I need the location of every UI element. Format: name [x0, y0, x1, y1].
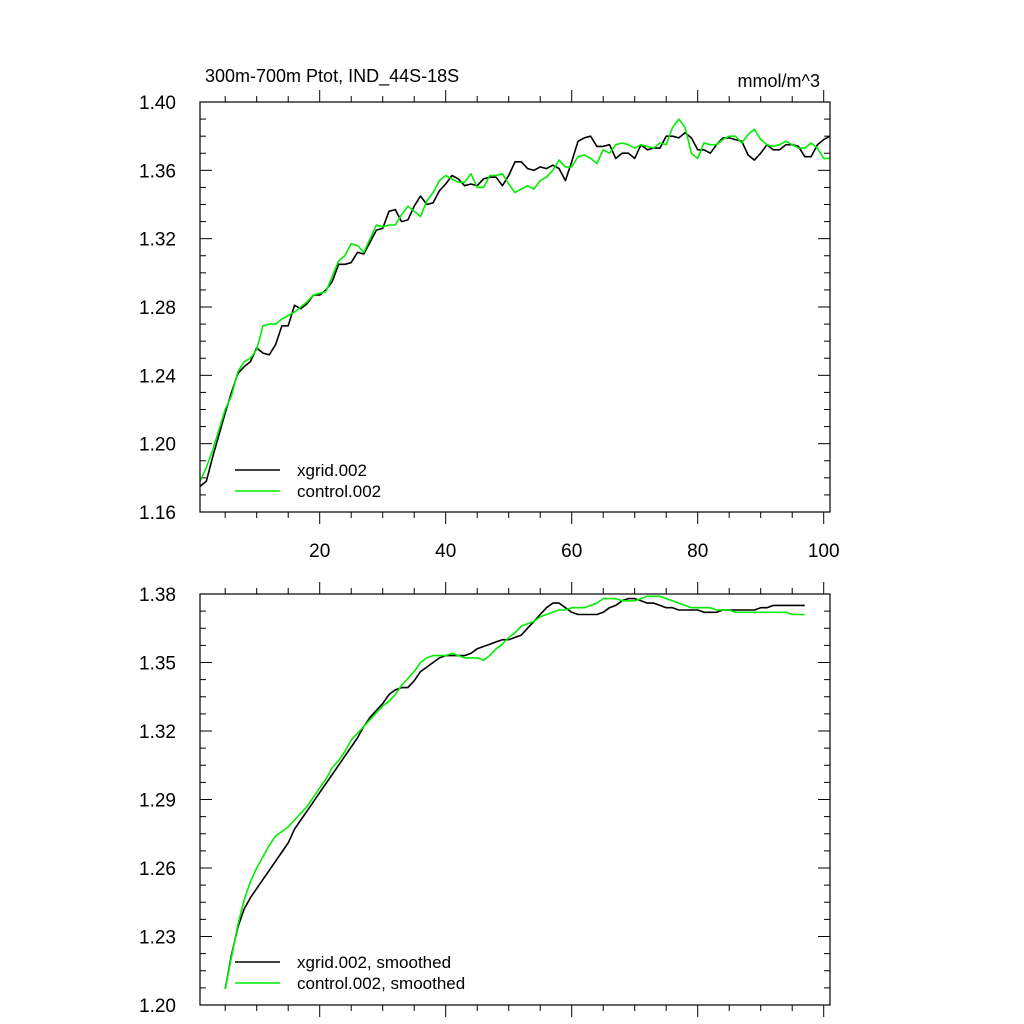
legend-label-0: xgrid.002, smoothed — [297, 953, 451, 972]
y-tick-label: 1.32 — [139, 722, 176, 743]
y-tick-label: 1.36 — [139, 161, 176, 182]
top-axis-ticks: 1.16 1.20 1.24 1.28 1.32 1.36 1.40 20 40 60 80 100 — [139, 90, 840, 562]
bottom-axis-ticks: 1.20 1.23 1.26 1.29 1.32 1.35 1.38 — [139, 582, 830, 1017]
y-tick-label: 1.28 — [139, 298, 176, 319]
x-tick-label: 40 — [435, 541, 456, 562]
x-tick-label: 80 — [687, 541, 708, 562]
y-tick-label: 1.26 — [139, 859, 176, 880]
legend-label-1: control.002 — [297, 482, 381, 501]
y-tick-label: 1.16 — [139, 503, 176, 524]
y-tick-label: 1.40 — [139, 93, 176, 114]
series-line-0 — [224, 597, 805, 990]
y-tick-label: 1.32 — [139, 230, 176, 251]
bottom-legend: xgrid.002, smoothed control.002, smoothed — [235, 953, 465, 993]
chart-title: 300m-700m Ptot, IND_44S-18S — [205, 66, 459, 87]
bottom-plot-frame — [199, 593, 831, 1006]
top-legend: xgrid.002 control.002 — [235, 461, 381, 501]
series-line-1 — [224, 595, 805, 990]
y-tick-label: 1.24 — [139, 366, 176, 387]
x-tick-label: 100 — [808, 541, 840, 562]
top-plot-lines — [199, 118, 831, 488]
y-tick-label: 1.38 — [139, 585, 176, 606]
series-line-0 — [199, 132, 831, 488]
series-line-1 — [199, 118, 830, 482]
bottom-panel: 1.20 1.23 1.26 1.29 1.32 1.35 1.38 xgrid.002, … — [139, 582, 831, 1017]
x-tick-label: 60 — [561, 541, 582, 562]
bottom-plot-lines — [224, 595, 805, 990]
legend-label-1: control.002, smoothed — [297, 974, 465, 993]
legend-label-0: xgrid.002 — [297, 461, 367, 480]
y-tick-label: 1.20 — [139, 996, 176, 1017]
y-tick-label: 1.20 — [139, 435, 176, 456]
y-tick-label: 1.35 — [139, 654, 176, 675]
top-plot-frame — [199, 101, 831, 513]
x-tick-label: 20 — [309, 541, 330, 562]
y-tick-label: 1.29 — [139, 791, 176, 812]
units-label: mmol/m^3 — [738, 71, 820, 91]
top-panel: 300m-700m Ptot, IND_44S-18S mmol/m^3 1.1… — [139, 66, 840, 562]
y-tick-label: 1.23 — [139, 928, 176, 949]
